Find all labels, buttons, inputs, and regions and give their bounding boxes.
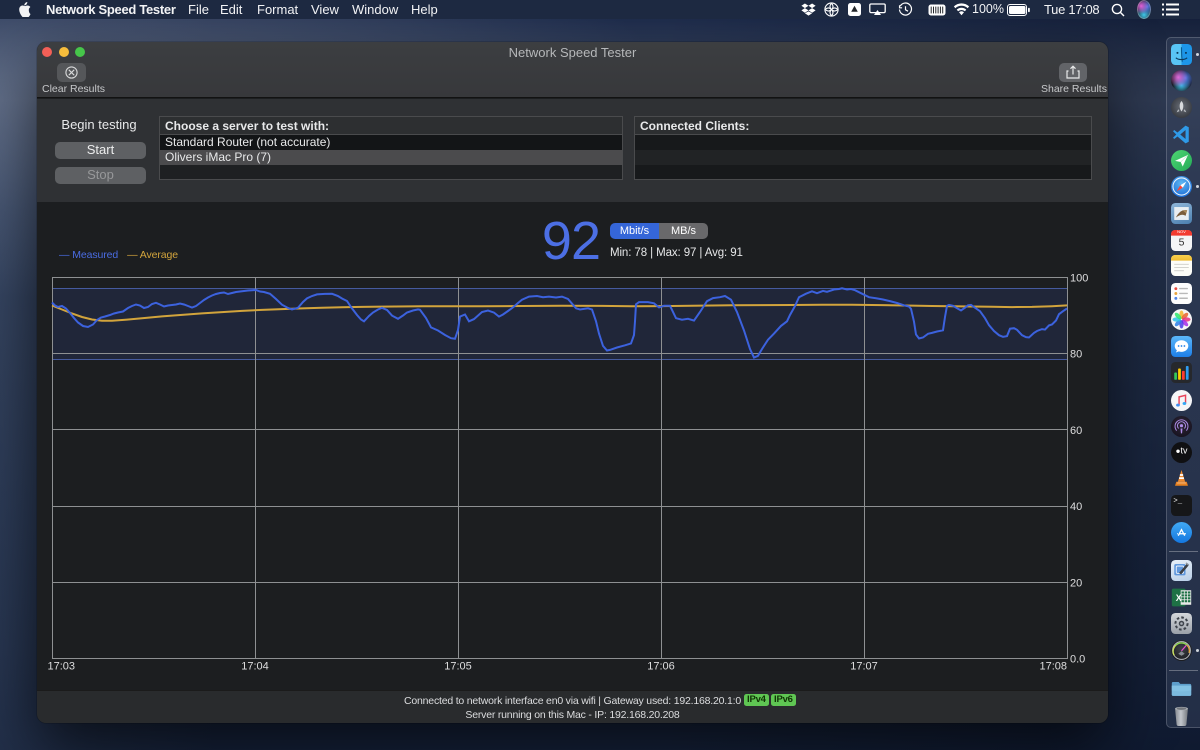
- svg-text:X: X: [1176, 593, 1182, 603]
